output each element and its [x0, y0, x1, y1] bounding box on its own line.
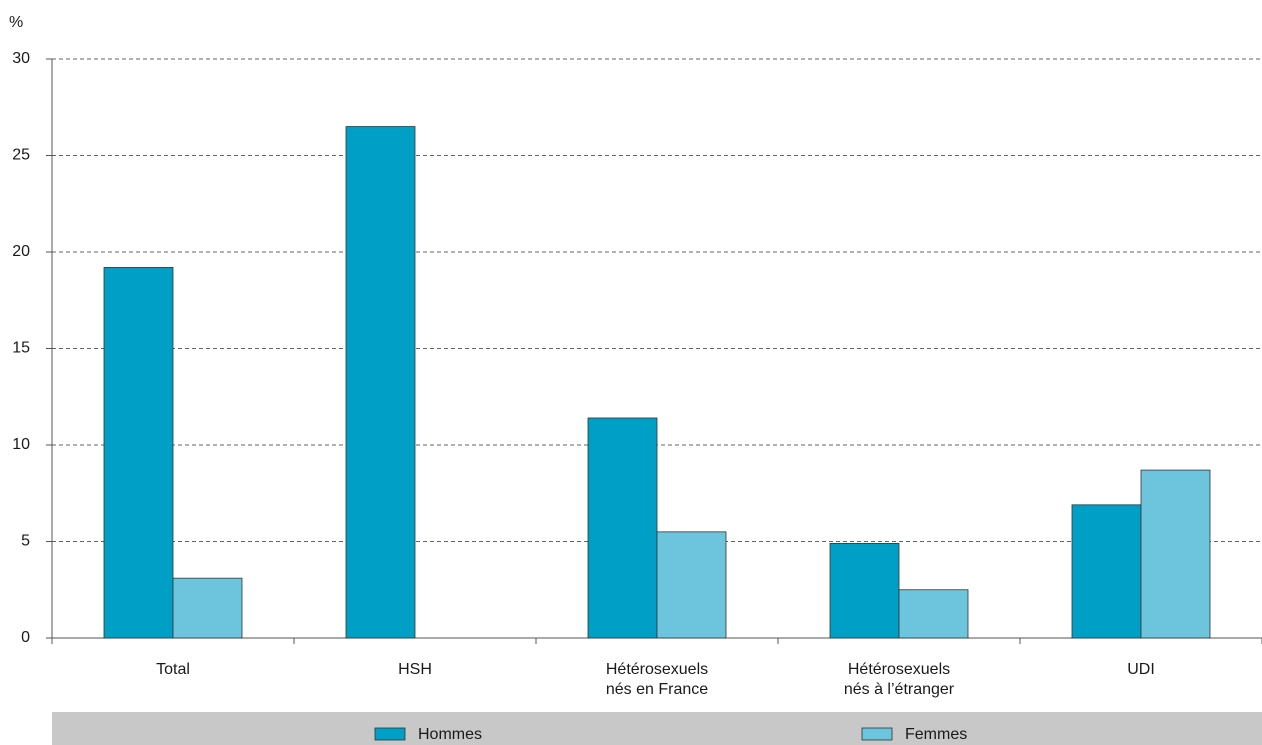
bar: [898, 589, 969, 639]
bar: [1140, 469, 1211, 639]
bar: [656, 531, 727, 639]
y-tick-label: 30: [12, 50, 30, 67]
bar: [829, 543, 900, 639]
x-tick-label: Total: [156, 661, 190, 678]
y-tick-label: 0: [21, 629, 30, 646]
legend-swatch: [374, 727, 406, 741]
x-tick-label: HSH: [398, 661, 432, 678]
y-tick-label: 20: [12, 243, 30, 260]
x-tick-label: nés à l’étranger: [844, 681, 955, 698]
bar: [103, 267, 174, 639]
x-tick-label: UDI: [1127, 661, 1155, 678]
legend-background: [52, 712, 1262, 745]
y-tick-label: 10: [12, 436, 30, 453]
legend-label: Hommes: [418, 726, 482, 743]
x-tick-label: Hétérosexuels: [848, 661, 950, 678]
bar: [345, 126, 416, 639]
x-tick-label: Hétérosexuels: [606, 661, 708, 678]
legend-label: Femmes: [905, 726, 967, 743]
y-axis-label: %: [9, 14, 23, 31]
y-tick-label: 15: [12, 340, 30, 357]
y-tick-label: 25: [12, 147, 30, 164]
bar: [587, 417, 658, 639]
legend-swatch: [861, 727, 893, 741]
bar: [172, 577, 243, 639]
x-tick-label: nés en France: [606, 681, 708, 698]
y-tick-label: 5: [21, 533, 30, 550]
bar: [1071, 504, 1142, 639]
